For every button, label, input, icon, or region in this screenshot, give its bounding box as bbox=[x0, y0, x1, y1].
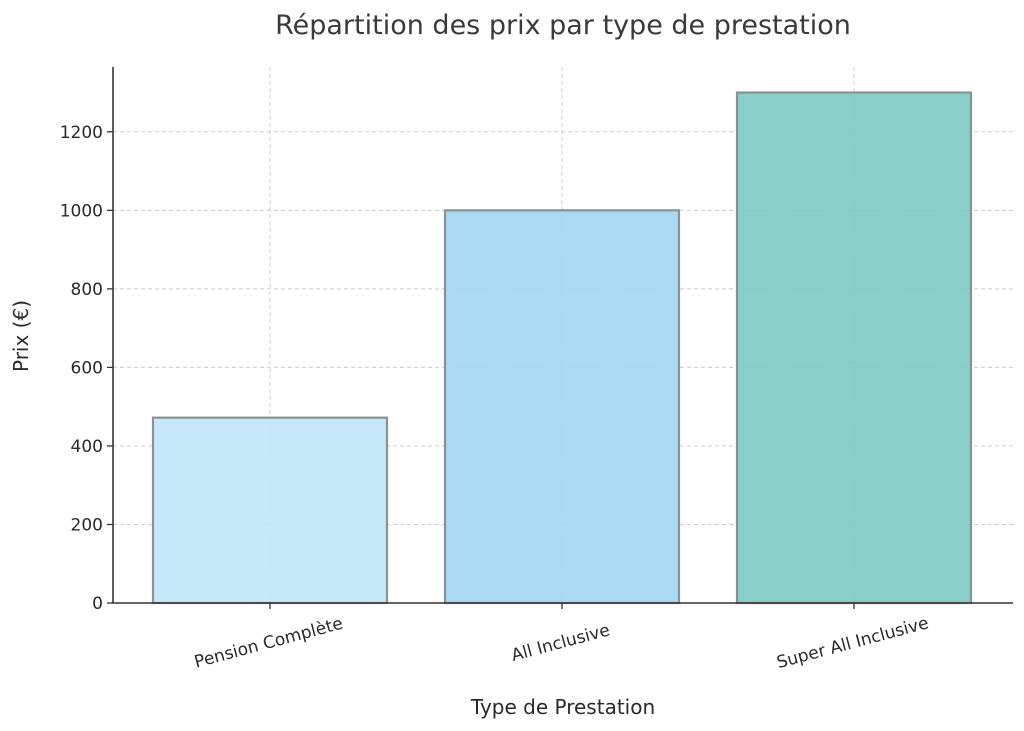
y-tick-label: 1000 bbox=[60, 201, 103, 221]
y-tick-label: 1200 bbox=[60, 123, 103, 143]
bar-3 bbox=[735, 91, 973, 605]
y-tick-label: 400 bbox=[71, 437, 103, 457]
x-tick-label: Pension Complète bbox=[192, 614, 345, 673]
x-tick-label: Super All Inclusive bbox=[775, 613, 931, 673]
y-tick-label: 200 bbox=[71, 515, 103, 535]
x-tick-label: All Inclusive bbox=[509, 620, 612, 666]
y-axis-label: Prix (€) bbox=[9, 300, 33, 372]
y-tick-label: 800 bbox=[71, 280, 103, 300]
bar-2 bbox=[443, 209, 681, 605]
ticks bbox=[107, 131, 855, 609]
y-tick-label: 0 bbox=[92, 594, 103, 614]
bar-1 bbox=[151, 416, 389, 605]
axes bbox=[112, 67, 1013, 604]
bars bbox=[151, 91, 973, 605]
y-tick-label: 600 bbox=[71, 358, 103, 378]
x-axis-label: Type de Prestation bbox=[470, 695, 655, 719]
chart-title: Répartition des prix par type de prestat… bbox=[275, 10, 851, 41]
